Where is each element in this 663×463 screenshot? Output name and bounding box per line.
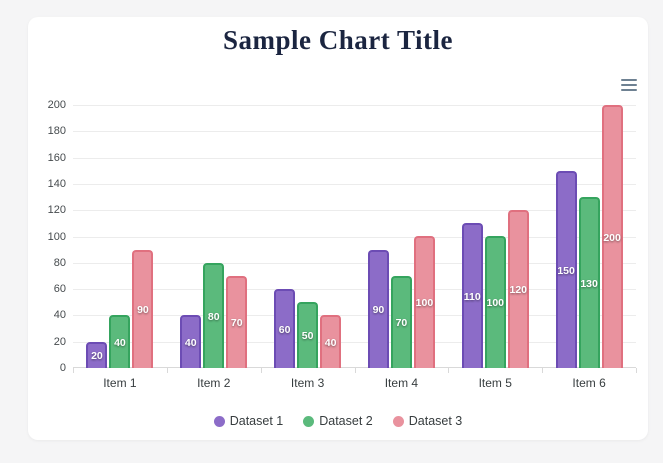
y-axis-tick-label: 40: [53, 309, 66, 322]
bar-dataset-3-item-5[interactable]: 120: [507, 210, 529, 368]
legend-marker-icon: [213, 415, 225, 427]
gridline: [73, 315, 636, 317]
gridline: [73, 341, 636, 343]
plot-area: 20 40 60 90 110 150 40 80 50 70 100 130 90 70 40 100 120…: [73, 105, 637, 373]
x-axis-tick: [542, 368, 544, 373]
legend-label: Dataset 1: [229, 414, 284, 428]
x-axis-category-label: Item 3: [290, 376, 325, 390]
x-axis-tick: [636, 368, 637, 373]
chart-card: Sample Chart Title 0 20 40 60 80 100 120 140 160…: [28, 17, 648, 440]
bar-dataset-3-item-4[interactable]: 100: [413, 236, 435, 368]
x-axis-tick: [166, 368, 168, 373]
bar-dataset-3-item-1[interactable]: 90: [132, 250, 154, 368]
bar-value-label: 90: [372, 304, 385, 316]
y-axis-tick-label: 140: [47, 177, 66, 190]
x-axis-line: [73, 367, 636, 368]
x-axis-tick: [260, 368, 262, 373]
bar-dataset-3-item-3[interactable]: 40: [320, 315, 342, 368]
bar-value-label: 20: [91, 350, 103, 362]
bar-dataset-2-item-6[interactable]: 130: [578, 197, 600, 368]
gridline: [73, 210, 636, 212]
bar-dataset-3-item-2[interactable]: 70: [226, 276, 248, 368]
bar-dataset-2-item-2[interactable]: 80: [203, 263, 225, 368]
bar-value-label: 40: [114, 336, 126, 349]
bar-dataset-1-item-1[interactable]: 20: [86, 342, 108, 368]
bar-dataset-1-item-6[interactable]: 150: [555, 171, 577, 368]
bar-value-label: 60: [278, 323, 291, 336]
legend-item-dataset-2[interactable]: Dataset 2: [303, 414, 373, 428]
x-axis-tick: [354, 368, 356, 373]
bar-value-label: 110: [463, 290, 481, 303]
gridline: [73, 262, 636, 264]
bar-dataset-3-item-6[interactable]: 200: [601, 105, 623, 368]
x-axis-category-label: Item 1: [103, 376, 137, 390]
x-axis-category-label: Item 6: [572, 376, 606, 390]
bar-value-label: 80: [207, 310, 220, 323]
legend-marker-icon: [303, 415, 315, 427]
y-axis-tick-label: 180: [47, 125, 66, 138]
legend: Dataset 1 Dataset 2 Dataset 3: [28, 414, 648, 428]
menu-icon[interactable]: [621, 78, 637, 92]
bar-value-label: 70: [230, 317, 243, 329]
menu-icon-bar: [621, 89, 637, 91]
chart-title: Sample Chart Title: [222, 25, 453, 55]
legend-marker-icon: [392, 415, 404, 427]
x-axis-category-label: Item 5: [478, 376, 512, 390]
bar-dataset-1-item-4[interactable]: 90: [367, 250, 389, 368]
gridline: [73, 236, 636, 238]
legend-item-dataset-3[interactable]: Dataset 3: [392, 414, 463, 428]
legend-label: Dataset 2: [319, 414, 373, 428]
bar-value-label: 70: [395, 317, 408, 329]
bar-value-label: 40: [184, 336, 197, 349]
bar-value-label: 100: [415, 297, 434, 309]
bar-value-label: 40: [324, 336, 337, 349]
y-axis-tick-label: 80: [53, 256, 66, 269]
bar-dataset-1-item-2[interactable]: 40: [180, 315, 202, 368]
bar-dataset-2-item-5[interactable]: 100: [484, 236, 506, 368]
bar-value-label: 130: [580, 277, 598, 290]
y-axis-tick-label: 120: [47, 204, 66, 217]
bar-dataset-2-item-4[interactable]: 70: [390, 276, 412, 368]
gridline: [73, 131, 636, 133]
gridline: [73, 289, 636, 291]
menu-icon-bar: [621, 79, 637, 81]
y-axis-tick-label: 100: [47, 230, 66, 243]
x-axis-labels: Item 1 Item 2 Item 3 Item 4 Item 5 Item 6: [73, 376, 636, 392]
y-axis-tick-label: 0: [59, 362, 66, 374]
bar-value-label: 150: [557, 264, 575, 277]
x-axis-tick: [448, 368, 450, 373]
y-axis-tick-label: 60: [53, 283, 66, 296]
x-axis-category-label: Item 2: [197, 376, 231, 390]
y-axis-tick-label: 200: [47, 99, 66, 111]
x-axis-tick: [73, 368, 74, 373]
bar-dataset-1-item-3[interactable]: 60: [274, 289, 296, 368]
bar-dataset-1-item-5[interactable]: 110: [461, 223, 483, 368]
y-axis-tick-label: 160: [47, 151, 66, 164]
bar-dataset-2-item-1[interactable]: 40: [109, 315, 131, 368]
legend-item-dataset-1[interactable]: Dataset 1: [213, 414, 284, 428]
gridline: [73, 157, 636, 159]
bar-dataset-2-item-3[interactable]: 50: [297, 302, 319, 368]
bar-value-label: 120: [509, 284, 528, 296]
y-axis-tick-label: 20: [53, 335, 66, 348]
gridline: [73, 105, 636, 106]
bar-value-label: 90: [137, 304, 149, 316]
bar-value-label: 100: [486, 297, 505, 309]
gridline: [73, 183, 636, 185]
x-axis-category-label: Item 4: [384, 376, 419, 390]
menu-icon-bar: [621, 84, 637, 86]
legend-label: Dataset 3: [408, 414, 463, 428]
bar-value-label: 50: [301, 330, 314, 342]
bar-value-label: 200: [603, 231, 621, 244]
